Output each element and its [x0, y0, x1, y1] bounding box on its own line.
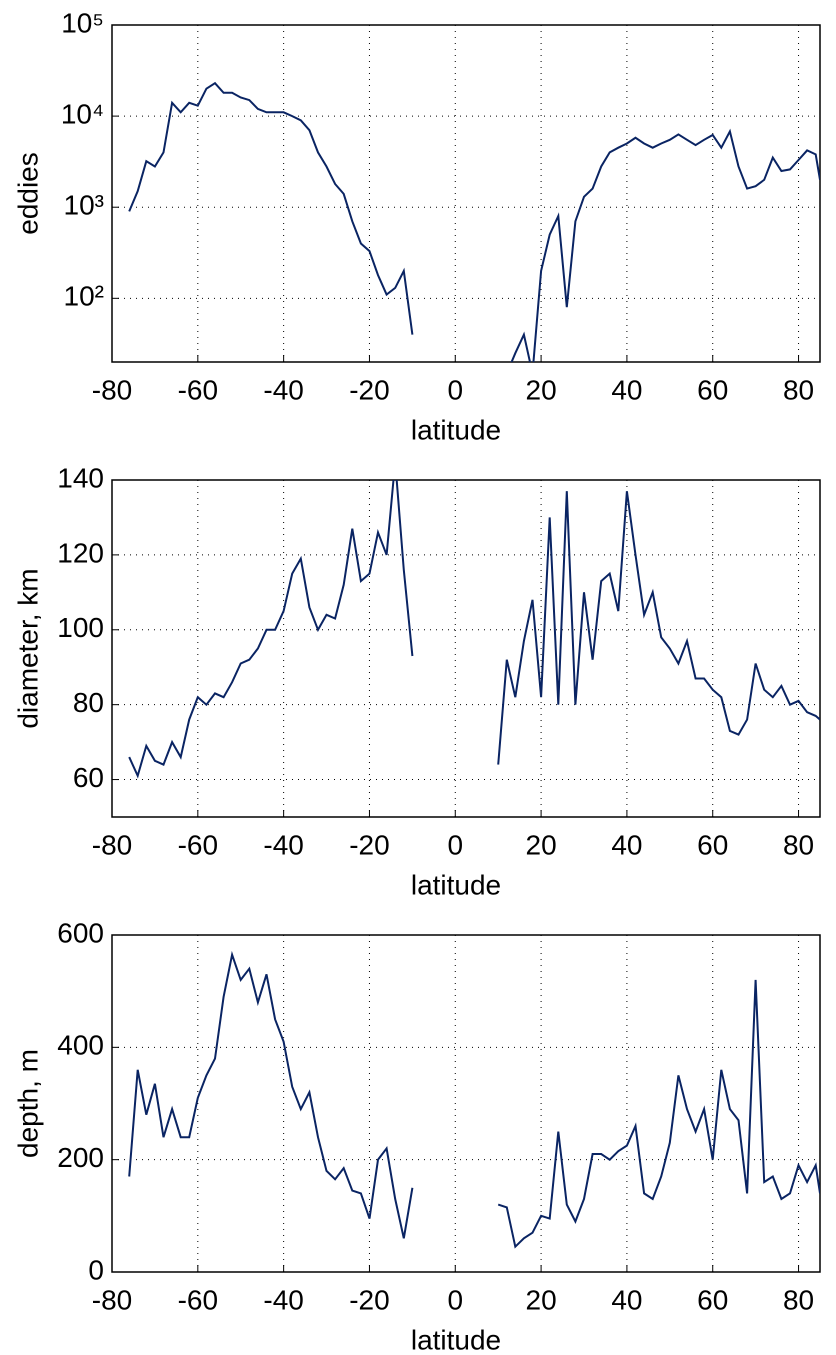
- x-tick-label: 60: [697, 829, 728, 860]
- x-tick-label: -20: [349, 374, 389, 405]
- x-tick-label: 60: [697, 1284, 728, 1315]
- x-tick-label: 40: [611, 374, 642, 405]
- x-tick-label: 20: [526, 1284, 557, 1315]
- y-axis-label: eddies: [12, 152, 43, 235]
- x-tick-label: -40: [263, 1284, 303, 1315]
- y-tick-label: 10²: [64, 281, 104, 312]
- data-line: [128, 81, 820, 362]
- x-tick-label: 0: [447, 374, 463, 405]
- y-tick-label: 140: [57, 462, 104, 493]
- axes-box: [111, 479, 821, 818]
- y-tick-label: 400: [57, 1030, 104, 1061]
- y-tick-label: 120: [57, 537, 104, 568]
- x-tick-label: -80: [92, 829, 132, 860]
- x-tick-label: 80: [783, 829, 814, 860]
- y-tick-label: 10³: [64, 190, 104, 221]
- x-axis-label: latitude: [411, 414, 501, 445]
- x-tick-label: 20: [526, 374, 557, 405]
- x-tick-label: -20: [349, 829, 389, 860]
- x-tick-label: 40: [611, 1284, 642, 1315]
- y-axis-label: depth, m: [12, 1049, 43, 1158]
- y-tick-label: 10⁵: [61, 7, 104, 38]
- axes-box: [111, 934, 821, 1273]
- x-axis-label: latitude: [411, 869, 501, 900]
- y-tick-label: 80: [73, 687, 104, 718]
- data-line: [128, 950, 820, 1249]
- y-tick-label: 60: [73, 762, 104, 793]
- data-line: [128, 480, 820, 779]
- x-tick-label: 0: [447, 1284, 463, 1315]
- axes-box: [111, 24, 821, 363]
- x-tick-label: -40: [263, 374, 303, 405]
- x-axis-label: latitude: [411, 1324, 501, 1355]
- x-tick-label: 80: [783, 1284, 814, 1315]
- y-tick-label: 0: [88, 1254, 104, 1285]
- x-tick-label: 40: [611, 829, 642, 860]
- x-tick-label: 80: [783, 374, 814, 405]
- x-tick-label: 60: [697, 374, 728, 405]
- y-tick-label: 10⁴: [61, 98, 104, 129]
- y-tick-label: 600: [57, 917, 104, 948]
- y-tick-label: 100: [57, 612, 104, 643]
- x-tick-label: -20: [349, 1284, 389, 1315]
- y-axis-label: diameter, km: [12, 568, 43, 728]
- x-tick-label: -80: [92, 374, 132, 405]
- x-tick-label: 0: [447, 829, 463, 860]
- x-tick-label: -80: [92, 1284, 132, 1315]
- x-tick-label: -60: [178, 374, 218, 405]
- x-tick-label: 20: [526, 829, 557, 860]
- x-tick-label: -60: [178, 829, 218, 860]
- x-tick-label: -40: [263, 829, 303, 860]
- x-tick-label: -60: [178, 1284, 218, 1315]
- y-tick-label: 200: [57, 1142, 104, 1173]
